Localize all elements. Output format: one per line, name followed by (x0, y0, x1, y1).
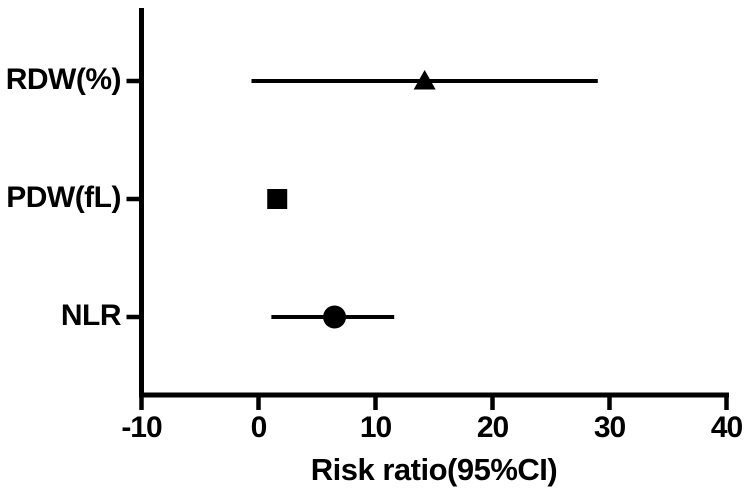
category-label-pdw: PDW(fL) (6, 180, 121, 214)
category-label-rdw: RDW(%) (5, 62, 122, 96)
marker-square-pdwfl (267, 189, 288, 209)
x-tick-label: -10 (121, 411, 162, 444)
category-label-nlr: NLR (60, 298, 122, 332)
x-tick-label: 0 (250, 411, 268, 444)
x-axis-title: Risk ratio(95%CI) (310, 452, 558, 487)
x-tick-label: 20 (476, 411, 509, 444)
x-tick-label: 30 (593, 411, 626, 444)
marker-circle-nlr (323, 305, 347, 329)
x-tick-label: 40 (710, 411, 743, 444)
marker-triangle-rdw (413, 70, 436, 90)
x-tick-label: 10 (359, 411, 392, 444)
